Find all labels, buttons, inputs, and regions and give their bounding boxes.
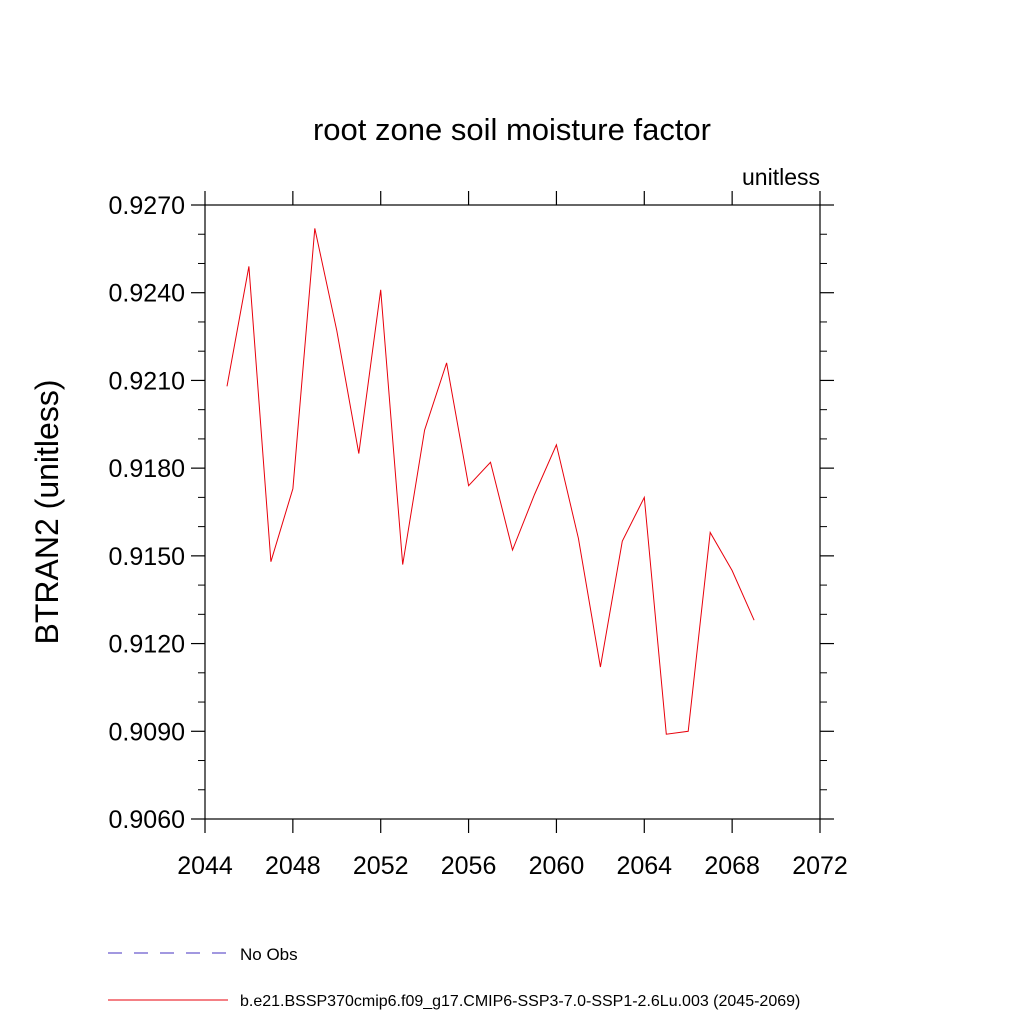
- y-tick-label: 0.9150: [109, 543, 185, 571]
- y-axis-ticks: 0.9060 0.9090 0.9120 0.9150 0.9180 0.9210 0.92…: [109, 192, 834, 834]
- x-tick-label: 2056: [441, 852, 497, 880]
- x-tick-label: 2072: [792, 852, 848, 880]
- y-tick-label: 0.9180: [109, 455, 185, 483]
- plot-frame: [204, 204, 821, 820]
- x-tick-label: 2048: [265, 852, 321, 880]
- x-axis-ticks: 2044 2048 2052 2056 2060 2064 2068 2072: [177, 191, 848, 880]
- y-tick-label: 0.9270: [109, 192, 185, 220]
- y-tick-label: 0.9120: [109, 631, 185, 659]
- legend: No Obs b.e21.BSSP370cmip6.f09_g17.CMIP6-…: [108, 945, 800, 1010]
- x-tick-label: 2064: [616, 852, 672, 880]
- series-group: [226, 228, 755, 735]
- x-tick-label: 2068: [704, 852, 760, 880]
- units-label: unitless: [742, 164, 820, 190]
- x-tick-label: 2060: [529, 852, 585, 880]
- y-axis-label: BTRAN2 (unitless): [29, 380, 65, 645]
- x-tick-label: 2044: [177, 852, 233, 880]
- y-tick-label: 0.9210: [109, 367, 185, 395]
- y-tick-label: 0.9240: [109, 280, 185, 308]
- y-tick-label: 0.9060: [109, 806, 185, 834]
- chart-title: root zone soil moisture factor: [313, 112, 711, 147]
- y-tick-label: 0.9090: [109, 718, 185, 746]
- series-line: [226, 228, 755, 735]
- x-tick-label: 2052: [353, 852, 409, 880]
- legend-label-no-obs: No Obs: [240, 945, 298, 964]
- legend-label-series: b.e21.BSSP370cmip6.f09_g17.CMIP6-SSP3-7.…: [240, 993, 800, 1010]
